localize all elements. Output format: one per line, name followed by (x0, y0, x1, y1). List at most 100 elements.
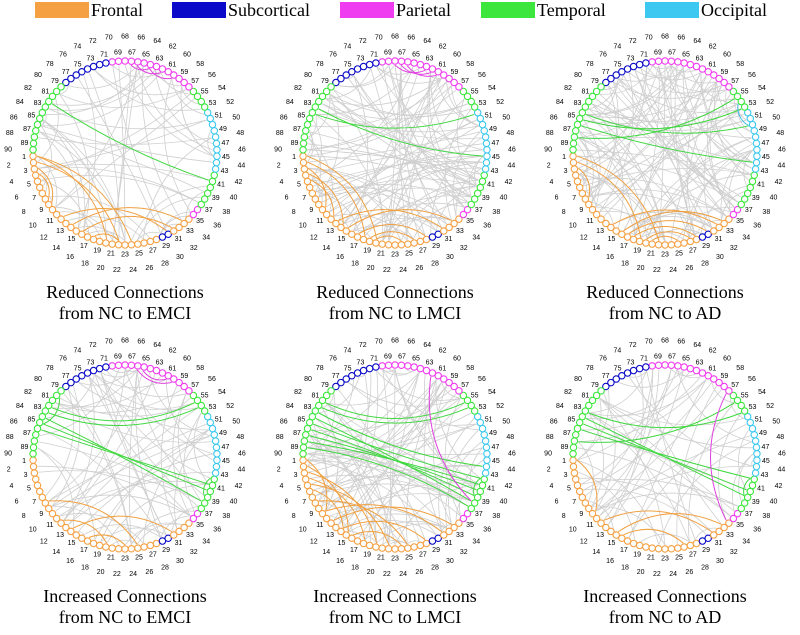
node-label: 12 (580, 539, 588, 546)
node-label: 35 (466, 522, 474, 529)
node-label: 66 (677, 339, 685, 346)
gray-connection (578, 471, 636, 540)
node-label: 66 (137, 35, 145, 42)
caption-line1: Increased Connections (313, 586, 477, 606)
gray-connection (78, 382, 195, 410)
gray-connection (578, 137, 600, 208)
node-label: 55 (741, 392, 749, 399)
node-label: 5 (297, 182, 301, 189)
node-label: 43 (761, 472, 769, 479)
gray-connection (728, 149, 754, 212)
node-13 (332, 219, 340, 228)
node-label: 36 (213, 527, 221, 534)
node-label: 23 (121, 556, 129, 563)
node-label: 56 (748, 376, 756, 383)
node-50 (208, 120, 217, 129)
node-label: 2 (547, 467, 551, 474)
node-31 (440, 531, 448, 539)
connection-edge (581, 429, 751, 479)
node-label: 50 (502, 418, 510, 425)
node-61 (434, 372, 442, 380)
gray-connection (658, 441, 752, 545)
connection-edge (325, 504, 442, 533)
node-61 (434, 68, 442, 76)
node-49 (750, 126, 759, 135)
node-64 (686, 364, 695, 373)
connection-edge (628, 220, 707, 234)
node-label: 25 (675, 555, 683, 562)
node-label: 6 (15, 498, 19, 505)
node-label: 46 (778, 450, 786, 457)
gray-connection (444, 108, 472, 221)
node-label: 58 (736, 365, 744, 372)
gray-connection (38, 166, 199, 203)
node-label: 81 (582, 392, 590, 399)
node-label: 18 (81, 260, 89, 267)
gray-connection (452, 131, 481, 217)
gray-connection (455, 167, 482, 217)
node-label: 88 (276, 434, 284, 441)
node-label: 84 (16, 99, 24, 106)
node-label: 17 (620, 243, 628, 250)
node-label: 77 (602, 373, 610, 380)
node-22 (654, 545, 663, 553)
node-label: 76 (59, 51, 67, 58)
node-56 (189, 391, 198, 400)
node-label: 27 (419, 552, 427, 559)
node-31 (170, 531, 178, 539)
gray-connection (688, 402, 735, 542)
gray-connection (78, 453, 214, 532)
gray-connection (583, 89, 727, 125)
node-88 (570, 133, 579, 141)
node-label: 86 (10, 418, 18, 425)
node-label: 30 (176, 254, 184, 261)
node-11 (52, 210, 61, 219)
node-70 (648, 58, 656, 66)
node-41 (478, 177, 487, 186)
node-16 (348, 230, 356, 238)
node-30 (704, 534, 712, 542)
node-label: 37 (745, 511, 753, 518)
node-29 (158, 537, 167, 545)
gray-connection (68, 216, 144, 240)
node-88 (570, 437, 579, 445)
node-label: 37 (205, 511, 213, 518)
node-21 (378, 544, 386, 552)
node-81 (588, 92, 597, 101)
connection-edge (89, 534, 126, 546)
connection-edge (38, 167, 54, 203)
node-label: 28 (701, 260, 709, 267)
node-label: 40 (230, 194, 238, 201)
node-77 (67, 378, 75, 387)
node-8 (581, 195, 590, 203)
node-label: 71 (370, 356, 378, 363)
node-46 (213, 146, 221, 154)
node-label: 48 (236, 130, 244, 137)
node-16 (78, 534, 86, 542)
node-label: 58 (196, 365, 204, 372)
node-label: 47 (492, 140, 500, 147)
gray-connection (124, 522, 182, 546)
connection-edge (136, 65, 161, 75)
node-label: 14 (52, 245, 60, 252)
gray-connection (63, 393, 132, 545)
gray-connection (185, 191, 205, 217)
node-5 (573, 481, 582, 490)
node-21 (378, 240, 386, 248)
gray-connection (376, 66, 442, 84)
gray-connection (45, 389, 75, 496)
node-24 (397, 545, 406, 553)
node-label: 44 (507, 163, 515, 170)
node-label: 26 (145, 569, 153, 576)
gray-connection (595, 98, 753, 163)
node-label: 46 (778, 146, 786, 153)
legend-item-frontal: Frontal (35, 1, 143, 19)
node-87 (301, 430, 310, 439)
node-label: 2 (7, 163, 11, 170)
node-48 (211, 437, 220, 445)
gray-connection (100, 369, 138, 378)
node-89 (299, 139, 308, 148)
node-label: 41 (487, 182, 495, 189)
gray-connection (100, 527, 167, 542)
node-19 (95, 237, 104, 246)
